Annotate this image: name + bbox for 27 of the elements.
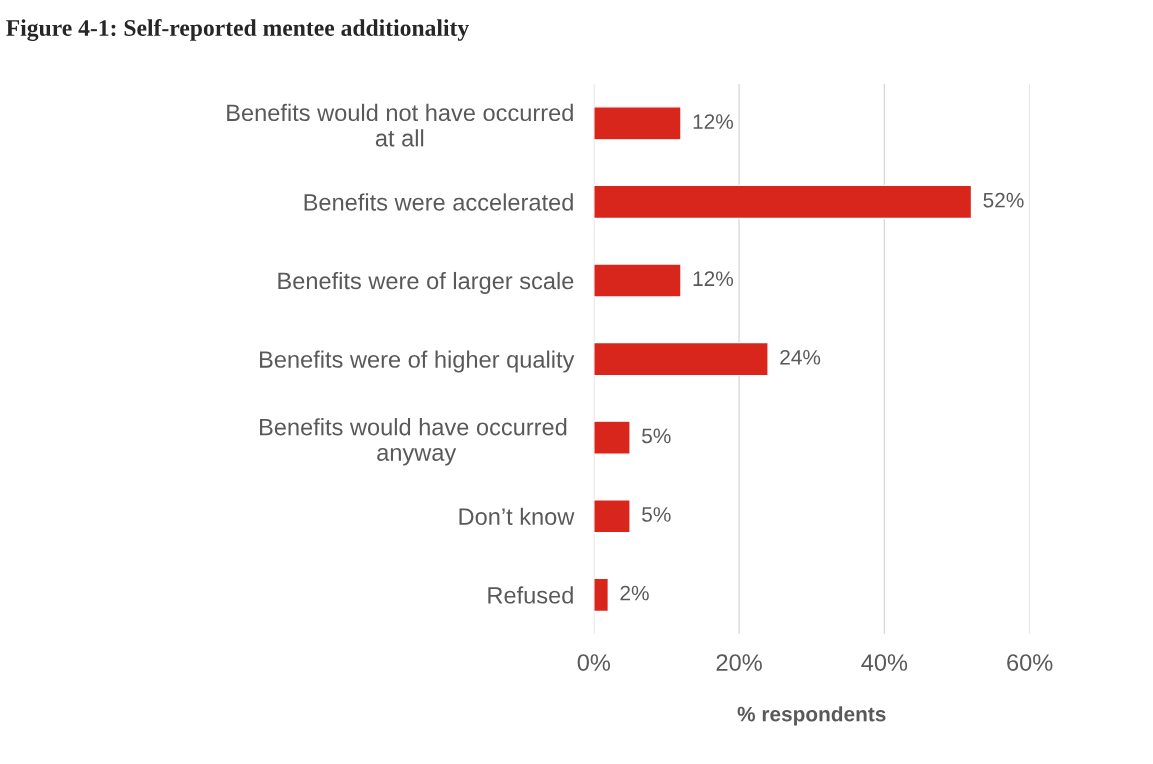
x-tick-label: 20% [716, 654, 762, 671]
y-tick-label: Benefits would not have occurred at all [227, 103, 573, 147]
bar [593, 577, 610, 613]
x-tick-label: 40% [861, 654, 908, 671]
bar [593, 106, 682, 141]
data-label: 12% [693, 271, 734, 287]
x-axis-title: % respondents [737, 706, 886, 726]
bar [593, 263, 682, 298]
y-tick-label: Don’t know [459, 507, 575, 526]
bar [593, 341, 769, 377]
data-label: 12% [693, 114, 734, 129]
x-tick-label: 0% [577, 654, 611, 671]
data-label: 2% [620, 585, 649, 601]
bar [593, 420, 631, 455]
bar [593, 184, 973, 220]
y-tick-label: Benefits would have occurred anyway [260, 418, 567, 466]
text: Figure 4-1: Self-reported mentee additionality [6, 19, 469, 41]
y-tick-label: Benefits were accelerated [304, 193, 573, 211]
y-tick-label: Refused [488, 586, 573, 604]
data-label: 24% [780, 349, 821, 365]
y-tick-label: Benefits were of larger scale [278, 271, 574, 294]
bar [593, 499, 631, 534]
data-label: 52% [983, 192, 1024, 208]
data-label: 5% [642, 428, 671, 444]
x-tick-label: 60% [1007, 654, 1053, 671]
y-tick-label: Benefits were of higher quality [260, 350, 575, 373]
data-label: 5% [642, 507, 671, 522]
